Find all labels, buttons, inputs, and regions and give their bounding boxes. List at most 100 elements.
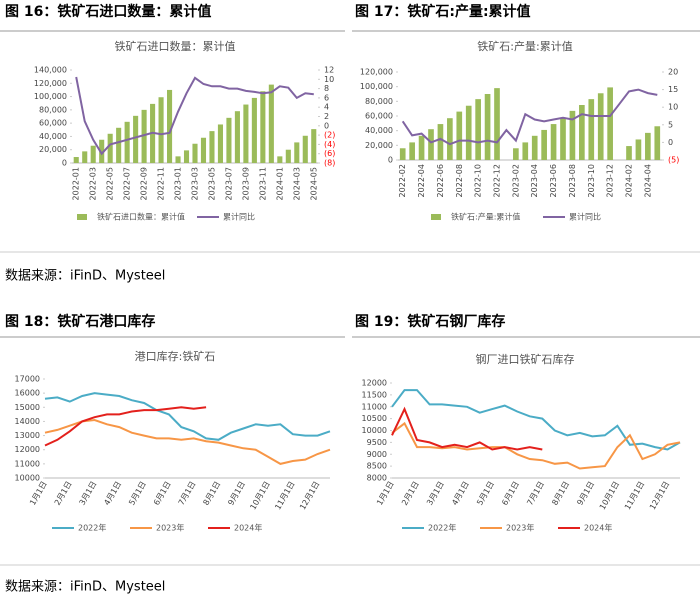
x-tick-label: 2023-08: [568, 164, 577, 197]
x-tick-label: 2023-10: [587, 164, 596, 197]
y-tick-label: 9000: [367, 450, 387, 459]
bar: [90, 145, 96, 163]
x-tick-label: 2024-03: [292, 167, 301, 200]
y-tick-label: 11500: [362, 390, 387, 399]
y2-tick-label: (4): [324, 140, 335, 149]
x-tick-label: 2023-07: [224, 167, 233, 200]
x-tick-label: 2024-02: [625, 164, 634, 197]
y-tick-label: 120,000: [34, 79, 67, 88]
y-tick-label: 40,000: [39, 132, 67, 141]
x-tick-label: 4月1日: [102, 480, 123, 507]
bar: [579, 105, 585, 160]
x-tick-label: 7月1日: [177, 480, 198, 507]
y2-tick-label: 0: [668, 138, 673, 147]
y2-tick-label: (5): [668, 156, 679, 165]
source: 数据来源：iFinD、Mysteel: [5, 580, 165, 595]
y2-tick-label: 8: [324, 84, 329, 93]
y2-tick-label: 4: [324, 103, 329, 112]
y2-tick-label: 5: [668, 120, 673, 129]
legend-swatch: [77, 214, 87, 220]
legend-label: 铁矿石进口数量：累计值: [97, 212, 185, 222]
y-tick-label: 16000: [15, 389, 40, 398]
y-tick-label: 12000: [15, 445, 40, 454]
bar: [268, 84, 274, 163]
y-tick-label: 40,000: [365, 126, 393, 135]
line: [44, 392, 331, 441]
x-tick-label: 2022-01: [72, 167, 81, 200]
bar: [99, 139, 105, 163]
x-tick-label: 2023-11: [258, 167, 267, 200]
bar: [635, 139, 642, 160]
bar: [116, 127, 122, 163]
source: 数据来源：iFinD、Mysteel: [5, 269, 165, 284]
bar: [588, 99, 595, 160]
legend-label: 铁矿石:产量:累计值: [451, 212, 520, 222]
x-tick-label: 1月1日: [375, 480, 396, 507]
x-tick-label: 2023-01: [174, 167, 183, 200]
x-tick-label: 2023-12: [606, 164, 615, 197]
y2-tick-label: 10: [324, 75, 334, 84]
x-tick-label: 6月1日: [500, 480, 521, 507]
x-tick-label: 10月1日: [249, 480, 272, 512]
bar: [158, 97, 164, 163]
y-tick-label: 10000: [15, 474, 40, 483]
y-tick-label: 80,000: [365, 97, 393, 106]
chart-title: 铁矿石:产量:累计值: [477, 39, 572, 53]
bar: [597, 93, 604, 160]
bar: [243, 104, 249, 163]
y-tick-label: 0: [388, 156, 393, 165]
y-tick-label: 8000: [367, 474, 387, 483]
x-tick-label: 5月1日: [475, 480, 496, 507]
y2-tick-label: (6): [324, 149, 335, 158]
bar: [234, 111, 240, 163]
bar: [626, 146, 632, 160]
chart-title: 铁矿石进口数量：累计值: [115, 40, 236, 53]
x-tick-label: 2022-05: [106, 167, 115, 200]
line: [391, 406, 543, 451]
legend-label: 累计同比: [569, 212, 601, 222]
x-tick-label: 2024-04: [643, 164, 652, 197]
x-tick-label: 2022-06: [436, 164, 445, 197]
x-tick-label: 7月1日: [525, 480, 546, 507]
y2-tick-label: 2: [324, 112, 329, 121]
bar: [475, 99, 481, 160]
bar: [183, 150, 190, 163]
x-tick-label: 2024-01: [275, 167, 284, 200]
bar: [645, 132, 651, 160]
y-tick-label: 12000: [362, 379, 387, 388]
x-tick-label: 2022-04: [417, 164, 426, 197]
x-tick-label: 2月1日: [400, 480, 421, 507]
figure-caption: 图 17：铁矿石:产量:累计值: [355, 3, 531, 20]
bar: [217, 124, 223, 163]
x-tick-label: 9月1日: [226, 480, 247, 507]
bar: [192, 143, 198, 163]
y-tick-label: 80,000: [39, 105, 67, 114]
x-tick-label: 2023-09: [241, 167, 250, 200]
y-tick-label: 9500: [367, 438, 387, 447]
y-tick-label: 100,000: [34, 92, 67, 101]
x-tick-label: 12月1日: [648, 480, 671, 512]
x-tick-label: 5月1日: [127, 480, 148, 507]
y2-tick-label: 0: [324, 121, 329, 130]
y-tick-label: 0: [62, 159, 67, 168]
y-tick-label: 60,000: [39, 119, 67, 128]
legend-label: 2022年: [78, 523, 106, 533]
x-tick-label: 1月1日: [28, 480, 49, 507]
chart-title: 港口库存:铁矿石: [135, 349, 216, 363]
x-tick-label: 9月1日: [575, 480, 596, 507]
y2-tick-label: 10: [668, 103, 678, 112]
x-tick-label: 2022-12: [493, 164, 502, 197]
bar: [73, 157, 79, 163]
line: [44, 418, 331, 465]
x-tick-label: 2月1日: [53, 480, 74, 507]
bar: [531, 135, 538, 160]
y2-tick-label: (8): [324, 159, 335, 168]
x-tick-label: 11月1日: [273, 480, 296, 512]
legend-swatch: [431, 214, 441, 220]
x-tick-label: 2023-03: [191, 167, 200, 200]
x-tick-label: 6月1日: [152, 480, 173, 507]
bar: [418, 135, 425, 160]
x-tick-label: 2022-07: [123, 167, 132, 200]
bar: [167, 89, 173, 163]
x-tick-label: 2024-05: [309, 167, 318, 200]
